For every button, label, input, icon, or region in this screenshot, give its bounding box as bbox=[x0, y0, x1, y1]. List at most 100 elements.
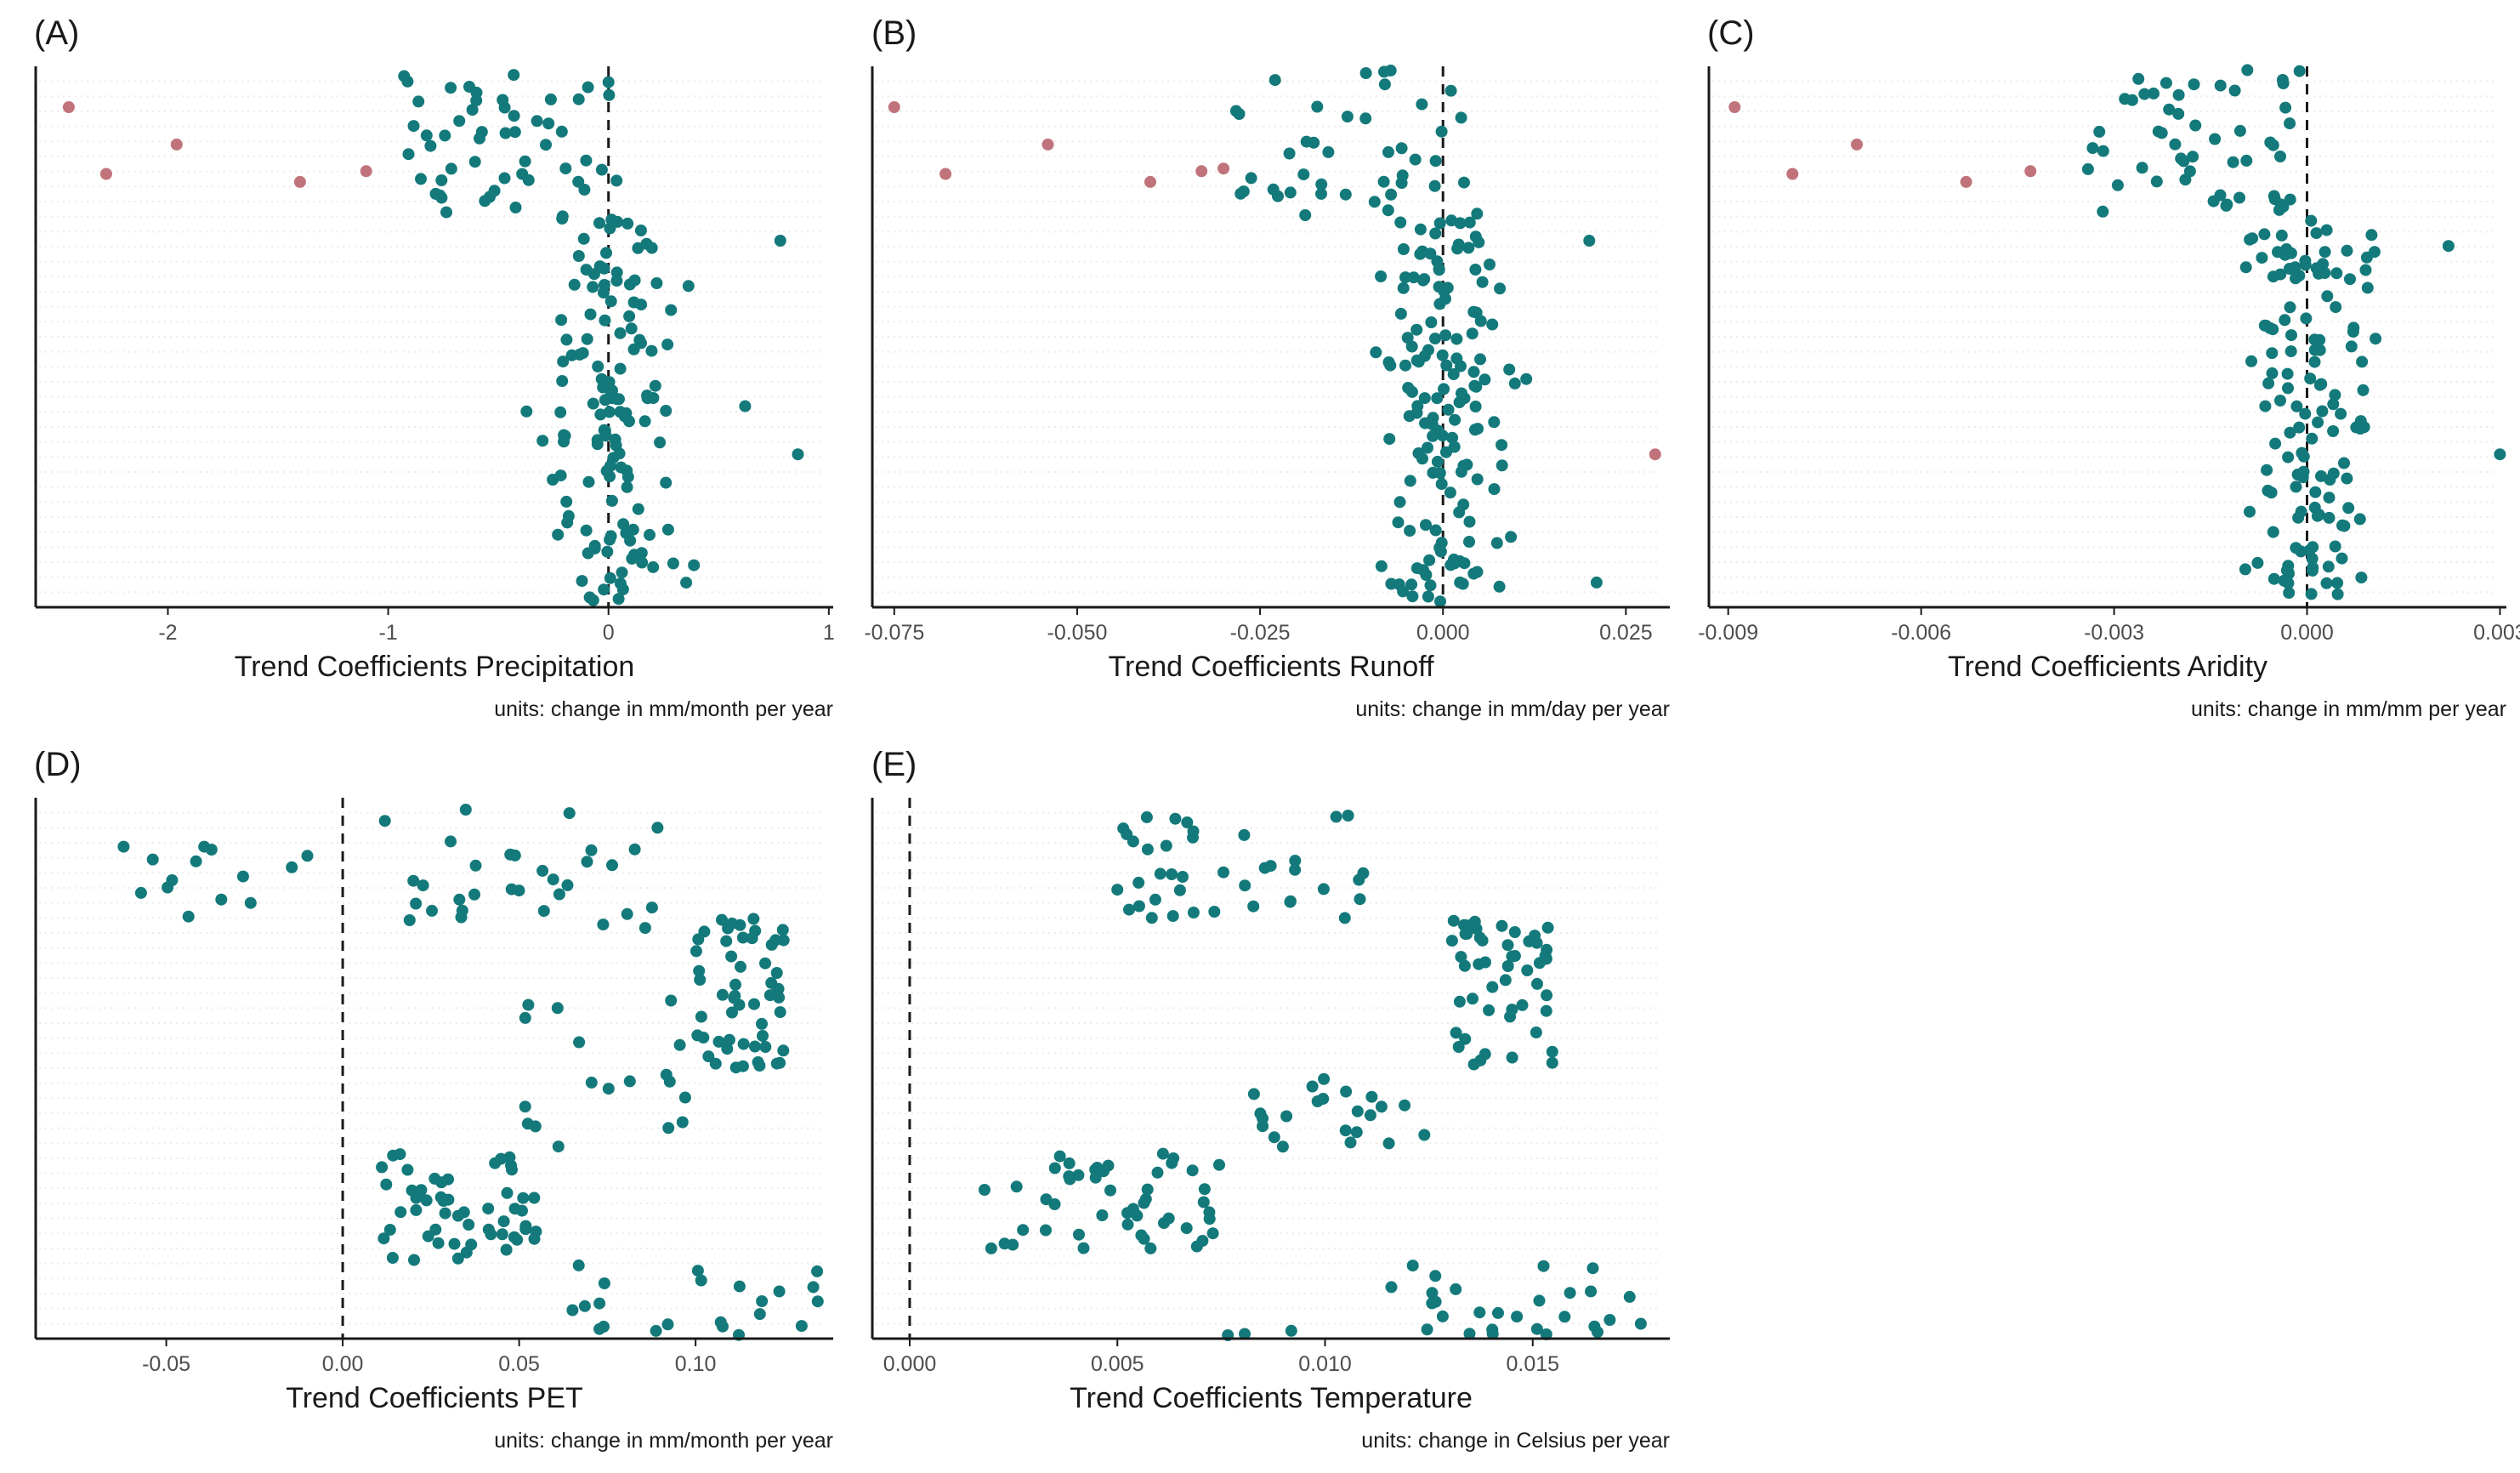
data-point bbox=[2293, 421, 2306, 434]
data-point bbox=[1424, 579, 1437, 592]
data-point bbox=[2284, 117, 2296, 130]
data-point bbox=[1375, 1100, 1388, 1113]
panel-label: (C) bbox=[1707, 14, 1755, 52]
data-point bbox=[606, 859, 618, 872]
data-point bbox=[1186, 1164, 1199, 1177]
data-point bbox=[1418, 392, 1431, 405]
data-point bbox=[1471, 473, 1484, 486]
data-point bbox=[572, 250, 585, 262]
data-point bbox=[2299, 407, 2312, 420]
data-point bbox=[2330, 267, 2343, 280]
data-point bbox=[1432, 424, 1444, 437]
units-caption: units: change in mm/month per year bbox=[494, 1429, 833, 1453]
data-point bbox=[1284, 186, 1297, 199]
data-point bbox=[1469, 230, 1482, 243]
data-point bbox=[1318, 1072, 1331, 1085]
data-point bbox=[661, 338, 674, 351]
data-point bbox=[1365, 1090, 1378, 1103]
panel-d-pet: (D) -0.05 0.00 0.05 0.10 Trend Coefficients… bbox=[34, 746, 833, 1453]
data-point bbox=[676, 1116, 689, 1129]
data-point bbox=[610, 275, 623, 287]
data-point bbox=[603, 406, 616, 418]
data-point bbox=[1405, 340, 1418, 353]
data-point bbox=[1239, 1328, 1251, 1340]
data-point bbox=[598, 583, 610, 596]
data-point bbox=[479, 195, 491, 208]
outlier-point bbox=[170, 138, 183, 151]
data-point bbox=[593, 1297, 606, 1310]
data-point bbox=[2329, 389, 2341, 401]
data-point bbox=[2300, 312, 2313, 325]
data-point bbox=[628, 843, 641, 856]
data-point bbox=[2280, 564, 2293, 577]
data-point bbox=[1091, 1162, 1104, 1174]
x-tick-label: -0.050 bbox=[1047, 621, 1108, 645]
data-point bbox=[1452, 238, 1465, 251]
data-point bbox=[568, 278, 581, 291]
data-point bbox=[1203, 1213, 1216, 1226]
data-point bbox=[2358, 421, 2370, 434]
data-point bbox=[1317, 883, 1330, 896]
data-point bbox=[716, 913, 728, 926]
data-point bbox=[403, 914, 416, 926]
data-point bbox=[1506, 950, 1518, 963]
data-point bbox=[1447, 368, 1460, 380]
data-point bbox=[667, 557, 679, 570]
data-point bbox=[1382, 204, 1394, 217]
x-tick-label: 0.025 bbox=[1599, 621, 1653, 645]
data-point bbox=[482, 1203, 495, 1215]
data-point bbox=[1479, 1048, 1491, 1061]
data-point bbox=[521, 1118, 534, 1130]
data-point bbox=[463, 1219, 475, 1231]
data-point bbox=[2494, 448, 2506, 461]
data-point bbox=[1406, 590, 1419, 603]
data-point bbox=[623, 1075, 636, 1088]
data-point bbox=[1436, 1310, 1449, 1322]
data-point bbox=[453, 115, 466, 128]
data-point bbox=[2244, 505, 2256, 518]
data-point bbox=[1586, 1262, 1599, 1275]
data-point bbox=[726, 1006, 738, 1019]
data-point bbox=[660, 405, 673, 417]
data-point bbox=[615, 461, 627, 474]
plot-area bbox=[39, 66, 825, 607]
data-point bbox=[415, 173, 427, 185]
data-point bbox=[2256, 252, 2268, 264]
data-point bbox=[1289, 863, 1302, 876]
data-point bbox=[770, 967, 783, 979]
data-point bbox=[1040, 1224, 1052, 1237]
data-point bbox=[190, 855, 202, 867]
data-point bbox=[1471, 208, 1484, 220]
data-point bbox=[2187, 151, 2199, 163]
data-point bbox=[2331, 588, 2344, 600]
data-point bbox=[1516, 998, 1529, 1011]
data-point bbox=[1385, 1281, 1398, 1294]
data-point bbox=[1344, 1136, 1357, 1149]
data-point bbox=[645, 901, 658, 914]
data-point bbox=[665, 304, 678, 316]
data-point bbox=[1181, 816, 1194, 828]
data-point bbox=[1357, 867, 1370, 879]
data-point bbox=[1546, 1056, 1558, 1069]
data-point bbox=[1442, 403, 1455, 416]
data-point bbox=[2276, 74, 2289, 86]
data-point bbox=[2306, 564, 2319, 577]
data-point bbox=[1385, 188, 1398, 201]
data-point bbox=[2305, 214, 2318, 227]
data-point bbox=[1458, 557, 1471, 570]
data-point bbox=[2284, 193, 2296, 206]
data-point bbox=[601, 545, 614, 558]
data-point bbox=[662, 1122, 675, 1135]
data-point bbox=[1180, 1222, 1193, 1235]
data-point bbox=[1479, 373, 1491, 386]
data-point bbox=[1459, 1032, 1472, 1045]
data-point bbox=[470, 94, 483, 107]
x-tick-label: 0.000 bbox=[2280, 621, 2334, 645]
data-point bbox=[2284, 301, 2296, 314]
x-ticks: -2 -1 0 1 bbox=[158, 607, 835, 645]
x-axis-title: Trend Coefficients Aridity bbox=[1948, 651, 2267, 683]
data-point bbox=[1217, 866, 1229, 879]
data-point bbox=[2172, 107, 2185, 120]
data-point bbox=[1558, 1311, 1571, 1323]
data-point bbox=[1096, 1209, 1109, 1221]
